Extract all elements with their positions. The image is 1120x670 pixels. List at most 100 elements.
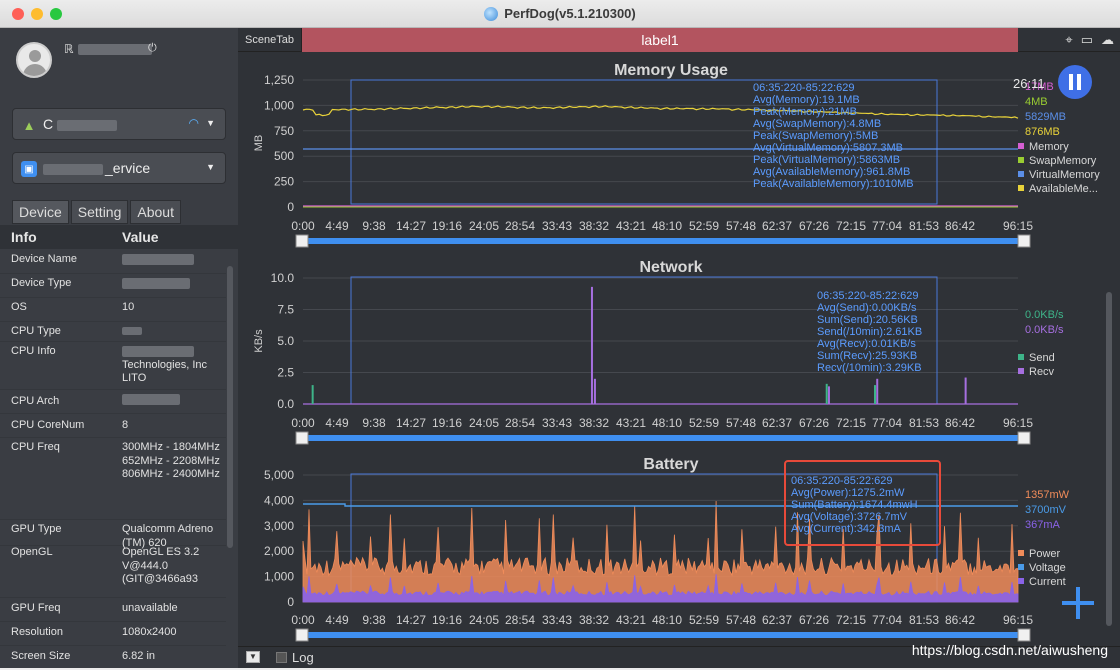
logout-icon[interactable]: ⏻ [148,42,157,54]
table-row: CPU CoreNum 8 [0,414,226,438]
wifi-icon: ◠ [188,116,199,130]
legend-swatch [1018,171,1024,177]
tab-device[interactable]: Device [12,200,69,224]
stat-line: Recv(/10min):3.29KB [817,362,922,374]
chevron-down-icon[interactable]: ▼ [246,651,260,663]
slider-handle-right[interactable] [1017,431,1031,445]
x-tick-label: 0:00 [291,219,315,233]
x-tick-label: 9:38 [362,219,386,233]
main-scrollbar[interactable] [1106,292,1112,626]
app-selector[interactable]: ▣ _ervice ▼ [12,152,226,184]
selection-range-box[interactable] [350,79,938,205]
slider-handle-right[interactable] [1017,628,1031,642]
device-selector[interactable]: ▲ C ◠ ▼ [12,108,226,140]
x-tick-label: 62:37 [762,219,792,233]
table-row: CPU Arch [0,390,226,414]
time-range-slider[interactable] [295,628,1031,642]
x-tick-label: 33:43 [542,219,572,233]
stat-line: 06:35:220-85:22:629 [753,82,855,94]
x-tick-label: 86:42 [945,613,975,627]
slider-track[interactable] [303,632,1029,638]
chart-title: Network [639,259,702,276]
scene-bar: SceneTab label1 ⌖ ▭ ☁ [238,28,1120,52]
info-table: Device Name Device Type OS 10 CPU Type CP… [0,250,238,670]
log-checkbox[interactable] [276,652,287,663]
redacted-value [122,393,180,405]
row-key: GPU Freq [11,602,61,614]
add-label-button[interactable] [1062,587,1094,619]
legend: Power Voltage Current [1018,548,1066,588]
pause-button-bg[interactable] [1058,65,1092,99]
x-tick-label: 14:27 [396,613,426,627]
x-tick-label: 67:26 [799,416,829,430]
legend-label: Send [1029,352,1055,364]
legend-label: Current [1029,576,1066,588]
sidebar: ℝ ⏻ ▲ C ◠ ▼ ▣ _ervice ▼ Device Setting A… [0,28,238,668]
y-tick-labels: 10.0 7.5 5.0 2.5 0.0 [271,271,295,411]
x-tick-label: 0:00 [291,613,315,627]
x-tick-label: 86:42 [945,219,975,233]
x-tick-label: 4:49 [325,613,349,627]
slider-handle-right[interactable] [1017,234,1031,248]
y-tick-label: 3,000 [264,519,294,533]
row-key: CPU Freq [11,441,60,453]
plus-icon-vertical[interactable] [1076,587,1080,619]
row-key: Device Name [11,253,78,265]
minimize-window-button[interactable] [31,8,43,20]
redacted-value [122,345,194,357]
time-range-slider[interactable] [295,234,1031,248]
current-value: 4MB [1025,96,1048,108]
row-value: unavailable [122,602,178,614]
legend-swatch [1018,550,1024,556]
legend-swatch [1018,143,1024,149]
slider-track[interactable] [303,238,1029,244]
tab-setting[interactable]: Setting [70,200,129,224]
cloud-icon[interactable]: ☁ [1101,32,1114,47]
row-key: CPU Info [11,345,56,357]
row-value [122,325,222,339]
y-tick-label: 5.0 [277,334,294,348]
toolbar-icons: ⌖ ▭ ☁ [1065,32,1114,48]
y-tick-label: 0.0 [277,397,294,411]
x-tick-label: 72:15 [836,613,866,627]
avatar[interactable] [16,42,52,78]
device-selector-value: C [43,116,118,132]
legend-swatch [1018,354,1024,360]
watermark: https://blog.csdn.net/aiwusheng [911,642,1108,658]
x-tick-label: 86:42 [945,416,975,430]
x-tick-label: 0:00 [291,416,315,430]
scene-tab-button[interactable]: SceneTab [238,28,302,52]
row-key: OS [11,301,27,313]
slider-track[interactable] [303,435,1029,441]
row-value-text: Technologies, Inc LITO [122,358,207,385]
redacted-username [77,44,152,56]
y-tick-label: 750 [274,124,294,138]
zoom-window-button[interactable] [50,8,62,20]
sidebar-scrollbar[interactable] [227,266,233,548]
legend-swatch [1018,368,1024,374]
x-tick-label: 67:26 [799,219,829,233]
scene-label[interactable]: label1 [302,28,1018,52]
value-column-header: Value [122,229,159,245]
redacted-value [122,327,142,336]
pause-icon-bar [1077,74,1081,90]
slider-handle-left[interactable] [295,628,309,642]
memory-chart: Memory Usage MB 1,250 1,000 750 500 250 0 0:0… [253,62,1100,248]
tab-about[interactable]: About [130,200,181,224]
x-tick-label: 52:59 [689,416,719,430]
location-icon[interactable]: ⌖ [1065,32,1073,47]
row-value: 8 [122,419,129,431]
time-range-slider[interactable] [295,431,1031,445]
pause-button[interactable] [1058,65,1092,99]
stat-line: Send(/10min):2.61KB [817,326,922,338]
current-value: 0.0KB/s [1025,309,1064,321]
folder-icon[interactable]: ▭ [1080,32,1093,47]
charts-canvas: Memory Usage MB 1,250 1,000 750 500 250 0 0:0… [253,62,1100,642]
x-tick-label: 96:15 [1003,416,1033,430]
current-value: 367mA [1025,519,1061,531]
slider-handle-left[interactable] [295,234,309,248]
x-tick-label: 4:49 [325,219,349,233]
x-tick-label: 72:15 [836,416,866,430]
close-window-button[interactable] [12,8,24,20]
slider-handle-left[interactable] [295,431,309,445]
